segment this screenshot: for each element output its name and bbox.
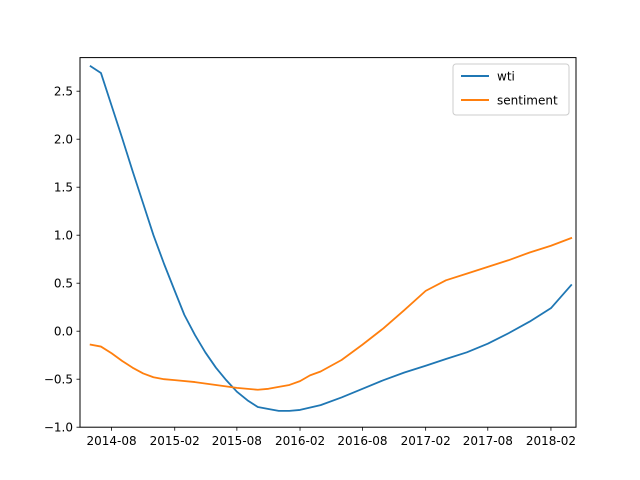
x-tick-label: 2017-02 [401, 434, 451, 448]
legend-label-sentiment: sentiment [497, 94, 558, 108]
x-tick-label: 2016-08 [337, 434, 387, 448]
y-tick-label: 1.5 [54, 180, 73, 194]
y-tick-label: −1.0 [44, 420, 73, 434]
y-tick-label: 0.0 [54, 324, 73, 338]
series-layer [89, 64, 573, 412]
legend: wti sentiment [452, 63, 570, 116]
x-tick-label: 2018-02 [526, 434, 576, 448]
x-tick-label: 2017-08 [463, 434, 513, 448]
x-tick-label: 2015-08 [212, 434, 262, 448]
x-tick-label: 2016-02 [275, 434, 325, 448]
y-tick-label: 2.0 [54, 132, 73, 146]
y-axis: 2.5 2.0 1.5 1.0 0.5 0.0 −0.5 −1.0 [44, 84, 80, 434]
x-tick-label: 2014-08 [87, 434, 137, 448]
x-axis: 2014-08 2015-02 2015-08 2016-02 2016-08 2017-… [87, 427, 576, 448]
plot-frame [79, 57, 577, 428]
y-tick-label: 2.5 [54, 84, 73, 98]
y-tick-label: −0.5 [44, 372, 73, 386]
series-line-sentiment [89, 236, 573, 391]
legend-label-wti: wti [497, 70, 515, 84]
series-line-wti [89, 64, 573, 412]
y-tick-label: 0.5 [54, 276, 73, 290]
x-tick-label: 2015-02 [150, 434, 200, 448]
y-tick-label: 1.0 [54, 228, 73, 242]
